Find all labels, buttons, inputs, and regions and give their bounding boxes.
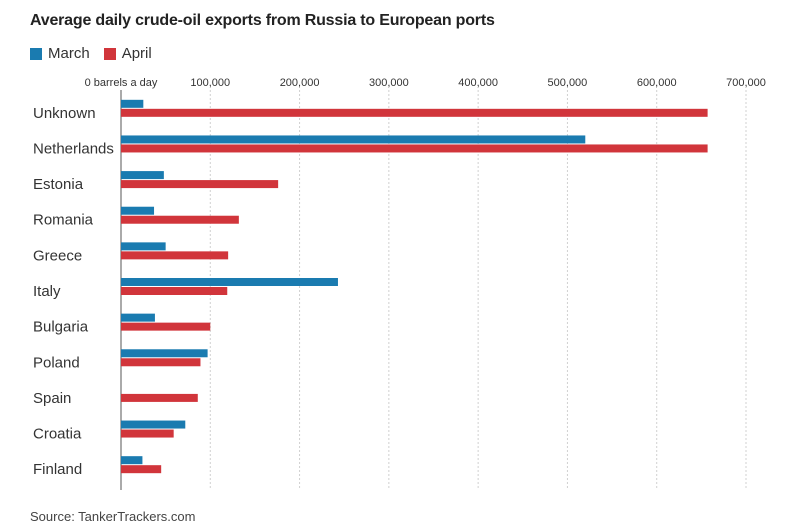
category-label: Greece	[33, 247, 82, 264]
bar-april	[121, 144, 708, 153]
bar-april	[121, 393, 198, 402]
legend-label-april: April	[121, 45, 152, 62]
bar-april	[121, 465, 162, 474]
bar-march	[121, 349, 208, 358]
legend: March April	[30, 45, 166, 62]
x-tick-label: 300,000	[369, 77, 409, 89]
legend-item-april: April	[103, 45, 152, 62]
legend-swatch-april	[103, 47, 116, 60]
bar-march	[121, 99, 144, 108]
category-label: Poland	[33, 354, 80, 371]
x-tick-label: 700,000	[726, 77, 766, 89]
category-label: Spain	[33, 390, 71, 407]
legend-item-march: March	[30, 45, 90, 62]
category-label: Romania	[33, 212, 94, 229]
bar-march	[121, 171, 164, 180]
bar-march	[121, 278, 338, 286]
bar-april	[121, 108, 708, 117]
x-tick-label: 500,000	[548, 77, 588, 89]
bar-march	[121, 313, 155, 322]
x-tick-label: 100,000	[190, 77, 230, 89]
category-label: Italy	[33, 283, 61, 300]
bar-march	[121, 206, 155, 215]
category-label: Croatia	[33, 426, 82, 443]
bar-april	[121, 215, 239, 224]
category-label: Unknown	[33, 105, 96, 122]
x-tick-label: 0 barrels a day	[85, 77, 158, 89]
legend-label-march: March	[48, 45, 90, 62]
legend-swatch-march	[30, 47, 42, 60]
bar-april	[121, 180, 279, 189]
bar-march	[121, 456, 143, 465]
bar-april	[121, 429, 174, 438]
chart-title: Average daily crude-oil exports from Rus…	[30, 12, 495, 29]
bar-april	[121, 358, 201, 367]
bar-march	[121, 135, 586, 144]
source-note: Source: TankerTrackers.com	[30, 509, 196, 524]
category-label: Finland	[33, 461, 82, 478]
bar-march	[121, 242, 166, 251]
x-tick-label: 200,000	[280, 77, 320, 89]
x-tick-label: 600,000	[637, 77, 677, 89]
category-label: Estonia	[33, 176, 84, 193]
category-label: Bulgaria	[33, 319, 89, 336]
x-tick-label: 400,000	[458, 77, 498, 89]
bar-april	[121, 287, 228, 295]
bar-april	[121, 322, 211, 331]
category-label: Netherlands	[33, 140, 114, 157]
bar-march	[121, 420, 186, 429]
bar-april	[121, 251, 229, 260]
